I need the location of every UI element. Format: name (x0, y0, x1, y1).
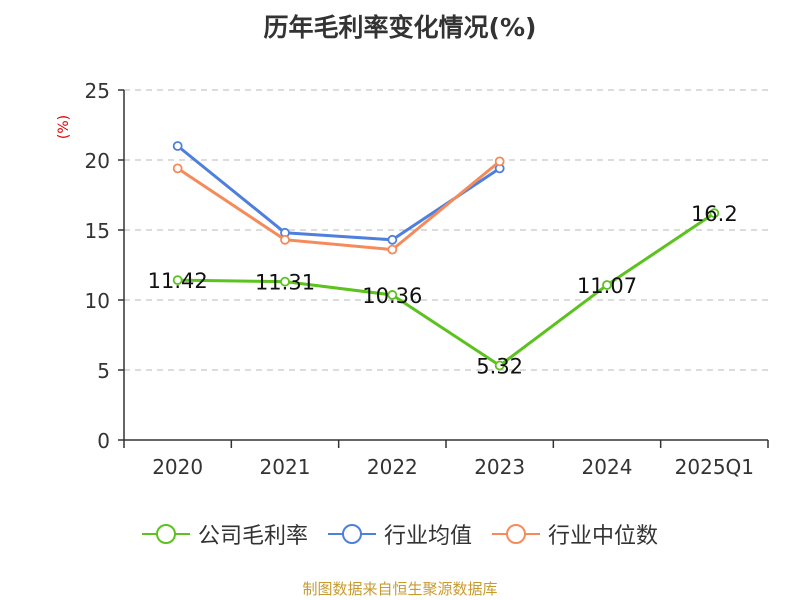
chart-title: 历年毛利率变化情况(%) (263, 13, 537, 42)
y-tick-label: 20 (85, 149, 110, 173)
data-point (494, 360, 505, 371)
data-point (494, 156, 505, 167)
x-tick-label: 2023 (474, 455, 525, 479)
data-label: 11.07 (577, 274, 637, 298)
data-point (172, 163, 183, 174)
data-point (602, 280, 612, 290)
x-tick-label: 2025Q1 (675, 455, 754, 479)
legend-marker-icon (327, 524, 376, 544)
data-point (387, 290, 398, 300)
legend-item-company[interactable]: 公司毛利率 (141, 518, 308, 550)
x-tick-label: 2024 (582, 455, 633, 479)
data-point (387, 234, 398, 245)
data-point (709, 208, 720, 219)
y-tick-label: 5 (97, 359, 110, 383)
data-point (280, 276, 290, 287)
legend-item-industry-median[interactable]: 行业中位数 (492, 518, 658, 550)
y-tick-label: 15 (85, 219, 110, 243)
legend-label: 公司毛利率 (197, 524, 308, 549)
data-point (280, 234, 290, 245)
legend-marker-icon (492, 524, 540, 544)
series-line (177, 211, 716, 368)
grid-lines (124, 89, 768, 371)
y-tick-label: 0 (97, 429, 110, 453)
legend-item-industry-mean[interactable]: 行业均值 (327, 518, 472, 550)
data-label: 11.42 (148, 269, 208, 293)
legend-label: 行业中位数 (548, 524, 659, 549)
data-source-note: 制图数据来自恒生聚源数据库 (302, 580, 498, 598)
data-label: 16.2 (691, 202, 738, 226)
x-tick-label: 2020 (152, 455, 203, 479)
series-lines (172, 141, 720, 371)
legend-marker-icon (141, 524, 190, 544)
data-label: 11.31 (255, 271, 315, 295)
legend: 公司毛利率 行业均值 行业中位数 (0, 518, 800, 550)
x-tick-label: 2022 (367, 455, 418, 479)
series-line (176, 160, 501, 252)
data-point (172, 141, 183, 151)
data-point (387, 244, 398, 255)
legend-label: 行业均值 (383, 524, 472, 549)
data-point (172, 275, 183, 286)
axes: 0 5 10 15 20 25 2020 2021 2022 2023 2024 2025Q1 (85, 79, 769, 479)
y-tick-label: 25 (85, 79, 110, 103)
data-label: 5.32 (476, 355, 523, 379)
data-label: 10.36 (362, 284, 422, 308)
data-labels: 11.42 11.31 10.36 5.32 11.07 16.2 (148, 202, 738, 378)
x-tick-label: 2021 (260, 455, 311, 479)
y-tick-label: 10 (85, 289, 110, 313)
y-axis-label: (%) (56, 115, 72, 139)
